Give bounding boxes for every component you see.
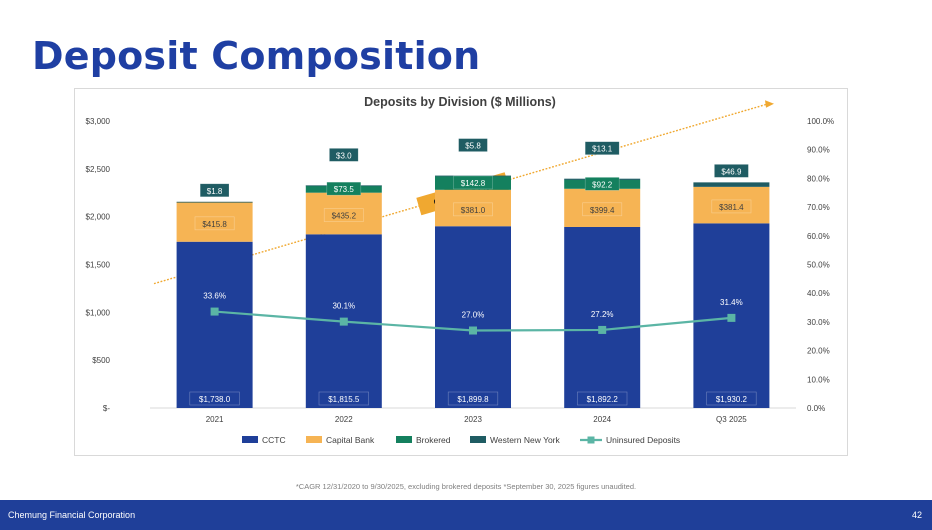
footer-bar: Chemung Financial Corporation 42 (0, 500, 932, 530)
y-left-tick-label: $3,000 (86, 117, 111, 126)
y-right-tick-label: 60.0% (807, 232, 830, 241)
data-label-capital-bank: $399.4 (590, 206, 615, 215)
page-number: 42 (911, 510, 922, 520)
data-label-cctc: $1,738.0 (199, 395, 231, 404)
legend-label: Brokered (416, 435, 451, 445)
legend-label: Western New York (490, 435, 561, 445)
data-label-cctc: $1,930.2 (716, 395, 748, 404)
y-right-tick-label: 50.0% (807, 261, 830, 270)
uninsured-label: 30.1% (332, 302, 355, 311)
cagr-arrowhead (765, 100, 774, 108)
chart-title: Deposits by Division ($ Millions) (364, 95, 556, 109)
bar-cctc (564, 226, 641, 408)
uninsured-point (210, 307, 219, 316)
legend-marker (587, 436, 595, 444)
y-right-tick-label: 80.0% (807, 174, 830, 183)
data-label-cctc: $1,899.8 (457, 395, 489, 404)
y-right-tick-label: 40.0% (807, 289, 830, 298)
legend-label: Uninsured Deposits (606, 435, 680, 445)
data-label-bg-western-ny (714, 164, 749, 178)
y-left-tick-label: $1,000 (86, 308, 111, 317)
data-label-bg-capital-bank (711, 199, 752, 214)
legend-label: CCTC (262, 435, 286, 445)
x-tick-label: 2021 (206, 415, 224, 424)
uninsured-label: 33.6% (203, 292, 226, 301)
data-label-bg-brokered (453, 175, 493, 190)
footer-company: Chemung Financial Corporation (8, 510, 136, 520)
deposits-chart: Deposits by Division ($ Millions) $- $500 $… (86, 95, 835, 445)
legend-swatch (470, 436, 486, 443)
y-right-tick-label: 0.0% (807, 404, 825, 413)
uninsured-label: 27.2% (591, 310, 614, 319)
data-label-brokered: $73.5 (334, 185, 355, 194)
data-label-western-ny: $3.0 (336, 151, 352, 160)
x-tick-label: 2022 (335, 415, 353, 424)
cagr-trend-line (153, 103, 768, 285)
bar-western-ny (693, 182, 770, 187)
x-tick-label: 2023 (464, 415, 482, 424)
y-right-tick-label: 20.0% (807, 347, 830, 356)
uninsured-point (469, 326, 477, 335)
data-label-brokered: $92.2 (592, 180, 613, 189)
data-label-bg-western-ny (199, 183, 230, 198)
legend-label: Capital Bank (326, 435, 375, 445)
data-label-cctc: $1,815.5 (328, 395, 360, 404)
y-right-tick-label: 30.0% (807, 318, 830, 327)
data-label-bg-brokered (584, 177, 620, 191)
data-label-capital-bank: $381.4 (719, 203, 744, 212)
bar-cctc (435, 226, 511, 408)
data-label-cctc: $1,892.2 (587, 395, 619, 404)
y-left-tick-label: $2,500 (86, 165, 111, 174)
x-tick-label: 2024 (593, 415, 611, 424)
bar-western-ny (176, 201, 253, 203)
data-label-bg-capital-bank (323, 208, 364, 222)
uninsured-label: 27.0% (462, 311, 485, 320)
data-label-bg-western-ny (584, 141, 620, 155)
data-label-brokered: $142.8 (461, 179, 486, 188)
x-tick-label: Q3 2025 (716, 415, 747, 424)
data-label-western-ny: $13.1 (592, 145, 613, 154)
data-label-capital-bank: $435.2 (332, 212, 357, 221)
y-right-tick-label: 100.0% (807, 117, 834, 126)
data-label-bg-western-ny (458, 138, 488, 152)
data-label-western-ny: $1.8 (207, 187, 223, 196)
y-left-tick-label: $- (103, 404, 110, 413)
footnote: *CAGR 12/31/2020 to 9/30/2025, excluding… (295, 482, 637, 491)
bar-cctc (176, 241, 253, 408)
y-left-tick-label: $1,500 (86, 261, 111, 270)
data-label-bg-cctc (577, 391, 628, 406)
data-label-bg-capital-bank (453, 202, 493, 217)
data-label-capital-bank: $381.0 (461, 206, 486, 215)
data-label-bg-brokered (326, 181, 362, 196)
data-label-western-ny: $46.9 (721, 167, 742, 176)
y-left-tick-label: $2,000 (86, 213, 111, 222)
uninsured-point (727, 313, 736, 322)
data-label-western-ny: $5.8 (465, 142, 481, 151)
data-label-bg-cctc (706, 391, 757, 406)
y-left-tick-label: $500 (92, 356, 110, 365)
data-label-bg-capital-bank (582, 202, 623, 217)
page-title: Deposit Composition (32, 34, 481, 78)
data-label-bg-capital-bank (194, 216, 235, 231)
legend-swatch (306, 436, 322, 443)
data-label-bg-cctc (447, 391, 499, 406)
y-right-tick-label: 70.0% (807, 203, 830, 212)
uninsured-point (339, 317, 348, 326)
data-label-bg-cctc (318, 391, 369, 406)
data-label-bg-western-ny (329, 148, 359, 162)
uninsured-point (598, 325, 607, 334)
data-label-capital-bank: $415.8 (202, 220, 227, 229)
legend-swatch (396, 436, 412, 443)
uninsured-label: 31.4% (720, 298, 743, 307)
legend-swatch (242, 436, 258, 443)
data-label-bg-cctc (189, 391, 240, 406)
y-right-tick-label: 10.0% (807, 375, 830, 384)
y-right-tick-label: 90.0% (807, 146, 830, 155)
